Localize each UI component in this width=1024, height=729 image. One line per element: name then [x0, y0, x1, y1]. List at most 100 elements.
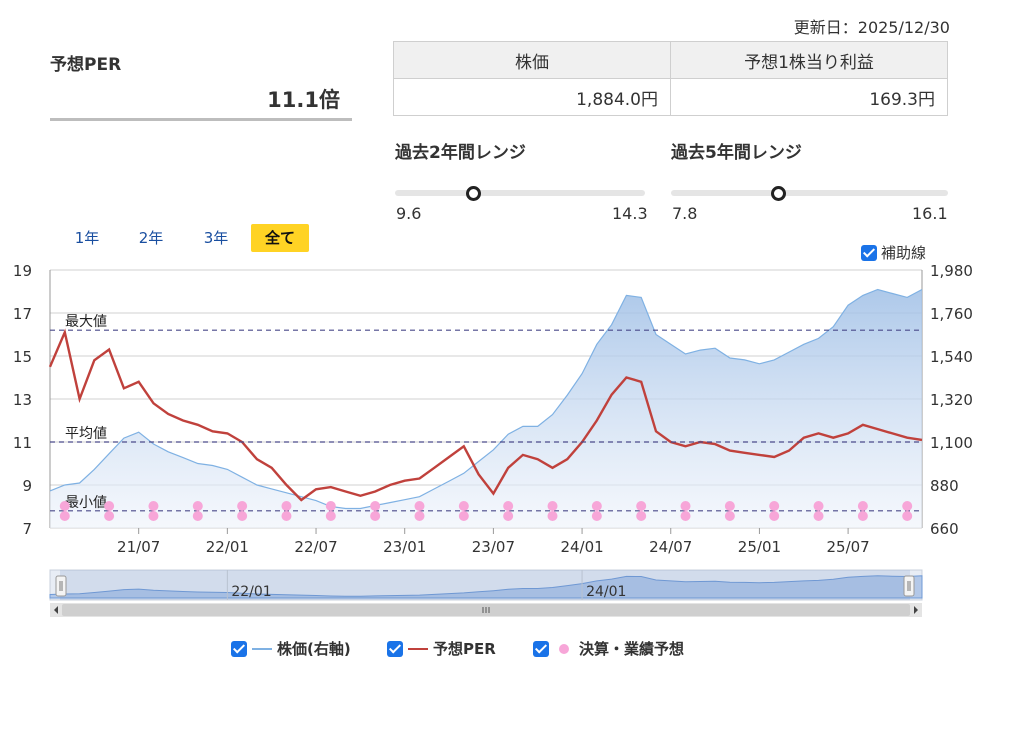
legend-per-checkbox-icon[interactable] — [387, 640, 403, 657]
navigator-right-handle[interactable] — [903, 575, 915, 597]
range-2y-track — [395, 190, 645, 196]
range-5y-marker — [770, 186, 786, 201]
legend-price[interactable]: 株価(右軸) — [231, 638, 351, 659]
price-value: 1,884.0円 — [393, 78, 671, 116]
y-left-tick: 17 — [13, 305, 32, 323]
reference-label: 平均値 — [65, 426, 107, 442]
y-left-tick: 19 — [13, 262, 32, 280]
earnings-marker — [237, 511, 248, 521]
earnings-marker — [857, 511, 868, 521]
eps-value: 169.3円 — [670, 78, 948, 116]
navigator-price-area — [49, 575, 923, 599]
scroll-right-icon[interactable] — [914, 606, 918, 614]
y-right-tick: 880 — [930, 477, 959, 495]
earnings-marker — [636, 511, 647, 521]
period-3y-button[interactable]: 3年 — [203, 229, 229, 247]
period-2y-button[interactable]: 2年 — [138, 229, 164, 247]
range-2y-min: 9.6 — [396, 204, 422, 223]
y-right-tick: 1,320 — [930, 391, 973, 409]
earnings-marker — [104, 501, 115, 511]
legend-earnings-dot-icon — [559, 643, 569, 654]
x-tick-label: 24/01 — [560, 538, 603, 556]
reference-label: 最大値 — [65, 314, 107, 330]
y-right-tick: 1,760 — [930, 305, 973, 323]
earnings-marker — [813, 501, 824, 511]
y-left-tick: 13 — [13, 391, 32, 409]
earnings-marker — [724, 501, 735, 511]
range-5y-min: 7.8 — [672, 204, 698, 223]
legend-price-label: 株価(右軸) — [277, 640, 351, 658]
earnings-marker — [458, 501, 469, 511]
earnings-marker — [370, 501, 381, 511]
y-right-tick: 1,540 — [930, 348, 973, 366]
earnings-marker — [148, 511, 159, 521]
earnings-marker — [547, 501, 558, 511]
x-tick-label: 25/01 — [738, 538, 781, 556]
period-1y-button[interactable]: 1年 — [74, 229, 100, 247]
legend-earnings-checkbox-icon[interactable] — [533, 640, 549, 657]
earnings-marker — [503, 511, 514, 521]
per-line — [48, 328, 923, 502]
range-2y-max: 14.3 — [612, 204, 648, 223]
earnings-marker — [237, 501, 248, 511]
earnings-marker — [857, 501, 868, 511]
scroll-left-icon[interactable] — [54, 606, 58, 614]
quote-table: 株価 予想1株当り利益 1,884.0円 169.3円 — [393, 41, 948, 116]
legend-per-label: 予想PER — [433, 640, 496, 658]
reference-label: 最小値 — [65, 495, 107, 511]
earnings-marker — [59, 511, 70, 521]
y-right-tick: 1,980 — [930, 262, 973, 280]
earnings-marker — [902, 501, 913, 511]
range-2y-marker — [465, 186, 481, 201]
earnings-marker — [769, 501, 780, 511]
y-left-tick: 11 — [13, 434, 32, 452]
earnings-marker — [769, 511, 780, 521]
earnings-marker — [104, 511, 115, 521]
y-right-tick: 660 — [930, 520, 959, 538]
x-tick-label: 25/07 — [826, 538, 869, 556]
earnings-marker — [414, 501, 425, 511]
aux-lines-toggle[interactable]: 補助線 — [861, 242, 926, 263]
legend-per-line-icon — [408, 647, 428, 650]
per-value: 11.1倍 — [267, 88, 340, 112]
earnings-marker — [192, 501, 203, 511]
legend-price-checkbox-icon[interactable] — [231, 640, 247, 657]
eps-header: 予想1株当り利益 — [670, 41, 948, 79]
x-tick-label: 24/07 — [649, 538, 692, 556]
earnings-marker — [59, 501, 70, 511]
price-area — [50, 289, 922, 528]
y-right-tick: 1,100 — [930, 434, 973, 452]
per-summary: 予想PER 11.1倍 — [50, 44, 352, 121]
earnings-marker — [281, 511, 292, 521]
earnings-marker — [680, 511, 691, 521]
earnings-marker — [281, 501, 292, 511]
legend-per[interactable]: 予想PER — [387, 638, 496, 659]
earnings-marker — [813, 511, 824, 521]
earnings-marker — [325, 511, 336, 521]
legend-earnings-label: 決算・業績予想 — [579, 640, 685, 658]
earnings-marker — [192, 511, 203, 521]
navigator-left-handle[interactable] — [55, 575, 67, 597]
earnings-marker — [636, 501, 647, 511]
earnings-marker — [325, 501, 336, 511]
x-tick-label: 23/01 — [383, 538, 426, 556]
legend-price-line-icon — [252, 647, 272, 650]
earnings-marker — [458, 511, 469, 521]
y-left-tick: 9 — [22, 477, 32, 495]
range-2y-title: 過去2年間レンジ — [395, 143, 526, 163]
earnings-marker — [591, 501, 602, 511]
earnings-marker — [148, 501, 159, 511]
earnings-marker — [591, 511, 602, 521]
navigator-label: 22/01 — [231, 584, 271, 600]
price-line — [49, 288, 923, 510]
range-5y-max: 16.1 — [912, 204, 948, 223]
x-tick-label: 23/07 — [472, 538, 515, 556]
navigator-selection[interactable] — [60, 570, 910, 600]
earnings-marker — [902, 511, 913, 521]
period-all-button[interactable]: 全て — [251, 224, 309, 252]
x-tick-label: 22/01 — [206, 538, 249, 556]
range-navigator[interactable]: 22/01 24/01 — [0, 566, 1024, 620]
aux-checkbox-icon[interactable] — [861, 245, 877, 261]
legend-earnings[interactable]: 決算・業績予想 — [533, 638, 684, 659]
earnings-marker — [370, 511, 381, 521]
